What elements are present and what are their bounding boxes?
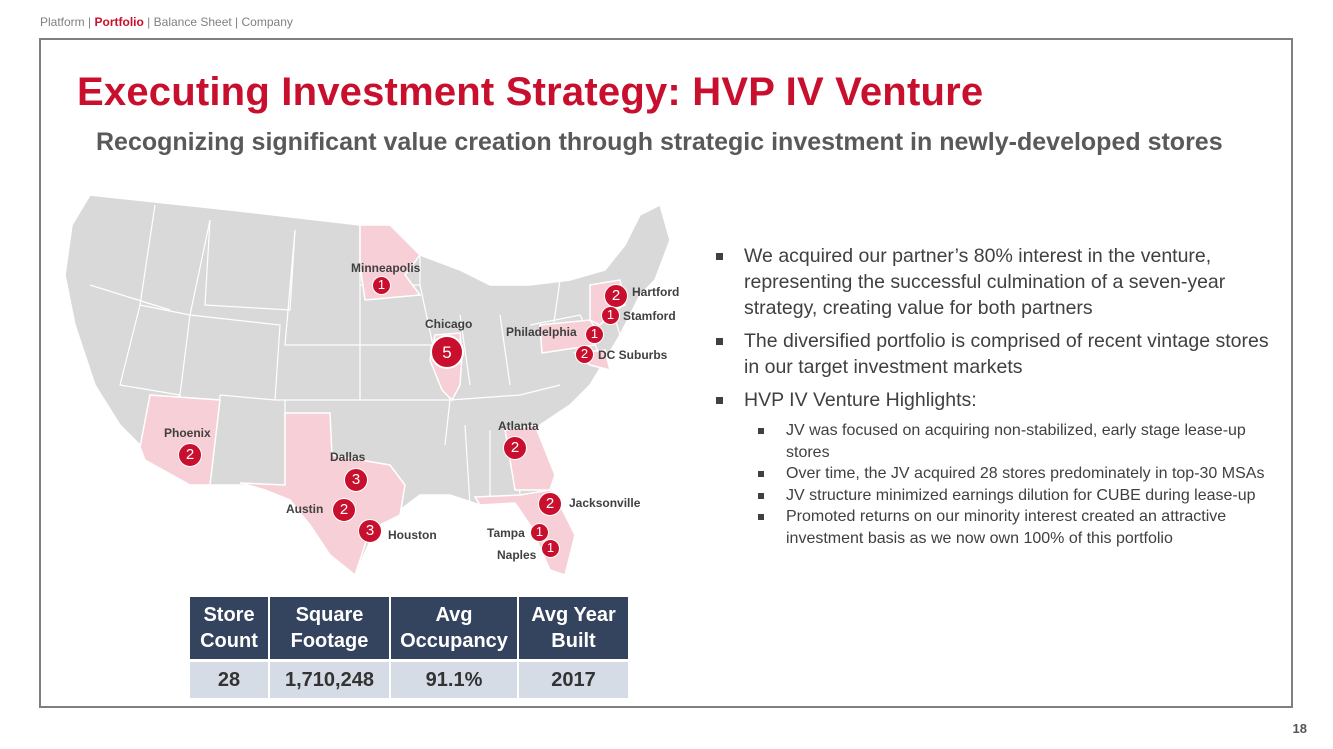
- page-subtitle: Recognizing significant value creation t…: [96, 128, 1223, 156]
- bullet-diversified-portfolio: The diversified portfolio is comprised o…: [714, 328, 1274, 380]
- city-label-minneapolis: Minneapolis: [351, 261, 421, 275]
- breadcrumb-separator: |: [88, 15, 92, 29]
- us-map-graphic: [64, 194, 671, 577]
- value-store-count: 28: [190, 659, 268, 698]
- city-label-houston: Houston: [388, 528, 437, 542]
- breadcrumb-item-balance-sheet[interactable]: Balance Sheet: [153, 15, 232, 29]
- bullet-list: We acquired our partner’s 80% interest i…: [714, 243, 1274, 556]
- header-avg-year-built: Avg Year Built: [519, 597, 628, 659]
- page-title: Executing Investment Strategy: HVP IV Ve…: [77, 70, 984, 114]
- sub-bullet-focus: JV was focused on acquiring non-stabiliz…: [744, 420, 1274, 463]
- page-number: 18: [1292, 721, 1307, 736]
- city-badge-dc-suburbs: 2: [575, 345, 594, 364]
- bullet-acquisition: We acquired our partner’s 80% interest i…: [714, 243, 1274, 321]
- table-row: 28 1,710,248 91.1% 2017: [190, 659, 628, 698]
- header-store-count: Store Count: [190, 597, 268, 659]
- bullet-highlights-label: HVP IV Venture Highlights:: [744, 389, 977, 411]
- city-label-stamford: Stamford: [623, 309, 676, 323]
- breadcrumb-item-company[interactable]: Company: [241, 15, 293, 29]
- breadcrumb-separator: |: [147, 15, 151, 29]
- header-avg-occupancy: Avg Occupancy: [391, 597, 517, 659]
- city-badge-chicago: 5: [430, 335, 464, 369]
- sub-bullet-dilution: JV structure minimized earnings dilution…: [744, 485, 1274, 507]
- value-avg-occupancy: 91.1%: [391, 659, 517, 698]
- city-badge-jacksonville: 2: [538, 492, 562, 516]
- bullet-highlights: HVP IV Venture Highlights: JV was focuse…: [714, 387, 1274, 549]
- city-label-chicago: Chicago: [425, 317, 473, 331]
- city-label-atlanta: Atlanta: [498, 419, 539, 433]
- portfolio-stats-table: Store Count Square Footage Avg Occupancy…: [188, 597, 630, 698]
- value-avg-year-built: 2017: [519, 659, 628, 698]
- city-label-jacksonville: Jacksonville: [569, 496, 641, 510]
- city-badge-dallas: 3: [344, 468, 368, 492]
- breadcrumb-item-portfolio[interactable]: Portfolio: [94, 15, 144, 29]
- slide-frame: [39, 38, 1293, 708]
- value-square-footage: 1,710,248: [270, 659, 389, 698]
- city-label-phoenix: Phoenix: [164, 426, 211, 440]
- city-badge-naples: 1: [541, 539, 560, 558]
- city-badge-minneapolis: 1: [372, 276, 391, 295]
- table-header-row: Store Count Square Footage Avg Occupancy…: [190, 597, 628, 659]
- sub-bullet-promoted-returns: Promoted returns on our minority interes…: [744, 506, 1274, 549]
- city-badge-hartford: 2: [604, 284, 628, 308]
- us-map: Minneapolis 1 Chicago 5 Philadelphia 1 H…: [60, 185, 690, 585]
- city-label-dc-suburbs: DC Suburbs: [598, 348, 668, 362]
- sub-bullet-acquired: Over time, the JV acquired 28 stores pre…: [744, 463, 1274, 485]
- breadcrumb: Platform | Portfolio | Balance Sheet | C…: [40, 15, 293, 29]
- city-badge-houston: 3: [358, 519, 382, 543]
- city-badge-stamford: 1: [601, 306, 620, 325]
- breadcrumb-separator: |: [235, 15, 239, 29]
- header-square-footage: Square Footage: [270, 597, 389, 659]
- state-arizona: [139, 394, 221, 486]
- city-badge-tampa: 1: [530, 523, 549, 542]
- city-label-naples: Naples: [497, 548, 537, 562]
- city-badge-austin: 2: [332, 498, 356, 522]
- breadcrumb-item-platform[interactable]: Platform: [40, 15, 85, 29]
- city-badge-atlanta: 2: [503, 436, 527, 460]
- city-label-hartford: Hartford: [632, 285, 680, 299]
- city-label-dallas: Dallas: [330, 450, 366, 464]
- city-badge-philadelphia: 1: [585, 325, 604, 344]
- city-badge-phoenix: 2: [178, 443, 202, 467]
- city-label-philadelphia: Philadelphia: [506, 325, 577, 339]
- highlights-sublist: JV was focused on acquiring non-stabiliz…: [744, 420, 1274, 549]
- city-label-austin: Austin: [286, 502, 324, 516]
- city-label-tampa: Tampa: [487, 526, 525, 540]
